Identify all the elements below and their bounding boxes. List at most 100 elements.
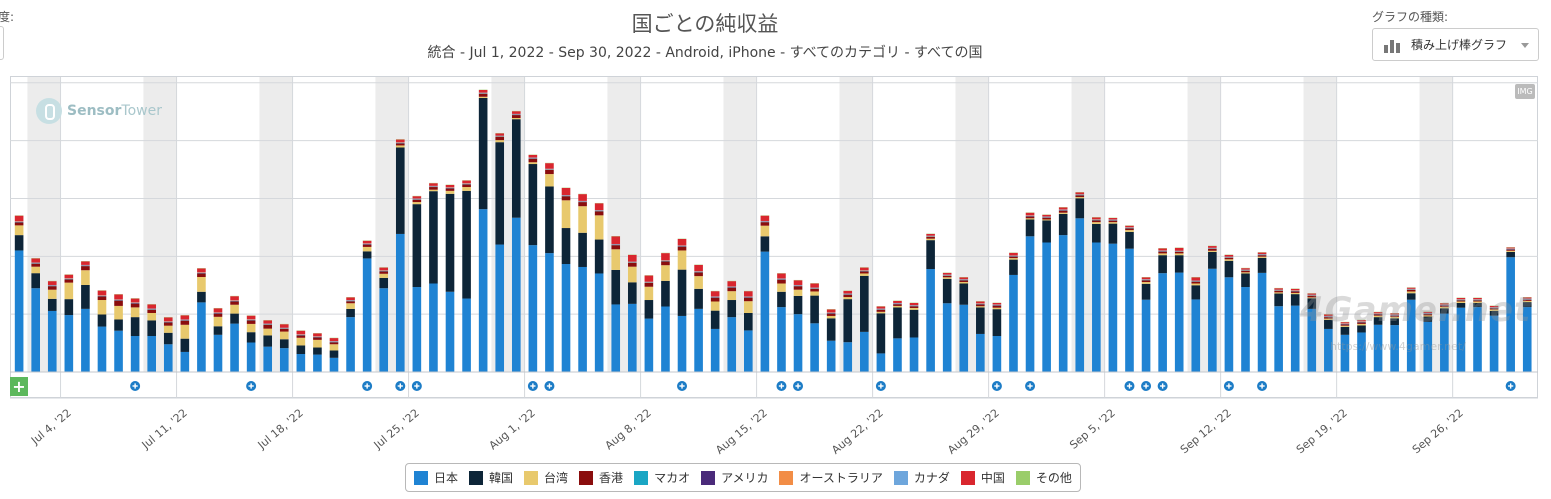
bar-segment xyxy=(213,308,223,313)
bar-segment xyxy=(1257,252,1267,254)
bar-segment xyxy=(180,320,190,325)
bar-segment xyxy=(379,277,389,289)
bar-segment xyxy=(1373,314,1383,316)
bar-segment xyxy=(1307,298,1317,309)
bar-segment xyxy=(47,281,57,285)
bar-segment xyxy=(495,244,505,372)
bar-segment xyxy=(511,115,521,119)
bar-segment xyxy=(246,320,256,324)
bar-segment xyxy=(744,313,753,331)
bar-segment xyxy=(1042,219,1051,221)
legend-item[interactable]: 韓国 xyxy=(469,469,513,486)
legend-item[interactable]: オーストラリア xyxy=(779,469,883,486)
bar-segment xyxy=(180,315,190,320)
bar-segment xyxy=(594,273,604,372)
bar-segment xyxy=(362,258,372,372)
left-control-select[interactable] xyxy=(0,26,4,60)
bar-segment xyxy=(263,346,273,372)
legend-item[interactable]: アメリカ xyxy=(701,469,768,486)
legend-item[interactable]: 中国 xyxy=(960,469,1005,486)
bar-segment xyxy=(429,187,438,190)
bar-segment xyxy=(710,301,720,311)
bar-segment xyxy=(909,337,919,372)
bar-segment xyxy=(1440,305,1449,307)
bar-segment xyxy=(495,142,505,245)
bar-segment xyxy=(313,337,322,340)
legend-item[interactable]: 台湾 xyxy=(524,469,568,486)
bar-segment xyxy=(1307,295,1317,298)
bar-segment xyxy=(578,194,587,201)
legend-label: 日本 xyxy=(434,471,459,485)
bar-segment xyxy=(727,291,737,301)
bar-segment xyxy=(429,183,438,186)
image-export-button[interactable]: IMG xyxy=(1515,84,1535,99)
bar-segment xyxy=(379,273,389,278)
bar-segment xyxy=(1456,302,1466,308)
bar-segment xyxy=(1324,317,1333,319)
chart-type-label: グラフの種類: xyxy=(1372,10,1449,24)
bar-segment xyxy=(810,323,819,372)
bar-segment xyxy=(1241,270,1250,273)
bar-segment xyxy=(1257,257,1267,273)
bar-segment xyxy=(644,286,654,301)
legend-item[interactable]: マカオ xyxy=(634,469,690,486)
bar-segment xyxy=(959,277,969,280)
bar-segment xyxy=(677,246,687,251)
bar-segment xyxy=(1290,305,1300,372)
bar-segment xyxy=(346,317,355,372)
bar-segment xyxy=(926,269,935,372)
legend-item[interactable]: カナダ xyxy=(893,469,950,486)
add-event-button[interactable]: + xyxy=(10,377,28,396)
bar-segment xyxy=(329,338,339,342)
bar-segment xyxy=(1092,223,1101,243)
chart-subtitle: 統合 - Jul 1, 2022 - Sep 30, 2022 - Androi… xyxy=(427,45,983,61)
bar-segment xyxy=(1324,314,1333,316)
bar-segment xyxy=(1406,291,1416,294)
bar-segment xyxy=(1075,198,1085,219)
bar-segment xyxy=(644,282,654,287)
bar-segment xyxy=(826,340,836,372)
bar-segment xyxy=(1440,313,1449,372)
bar-segment xyxy=(677,315,687,372)
legend-item[interactable]: 日本 xyxy=(414,469,458,486)
bar-segment xyxy=(313,354,322,372)
bar-segment xyxy=(1141,299,1151,372)
bar-segment xyxy=(462,190,471,299)
bar-segment xyxy=(1108,243,1118,372)
bar-segment xyxy=(114,319,123,331)
bar-segment xyxy=(876,309,886,312)
chart-type-select[interactable]: 積み上げ棒グラフ xyxy=(1372,28,1539,61)
bar-segment xyxy=(412,204,422,288)
bar-segment xyxy=(147,304,157,309)
bar-segment xyxy=(246,342,256,372)
bar-segment xyxy=(545,163,554,169)
legend-item[interactable]: 香港 xyxy=(579,469,623,486)
legend-swatch xyxy=(779,470,794,485)
bar-segment xyxy=(777,279,786,284)
bar-segment xyxy=(395,143,405,146)
bar-segment xyxy=(230,296,239,301)
bar-segment xyxy=(594,215,604,240)
bar-segment xyxy=(1307,297,1317,299)
bar-segment xyxy=(976,333,985,372)
bar-segment xyxy=(992,305,1002,308)
bar-segment xyxy=(777,283,786,292)
bar-segment xyxy=(909,302,919,306)
bar-segment xyxy=(627,254,637,262)
bar-segment xyxy=(1025,216,1035,219)
bar-segment xyxy=(511,217,521,372)
bar-segment xyxy=(528,154,538,158)
bar-segment xyxy=(1075,218,1085,372)
bar-segment xyxy=(1108,220,1118,223)
bar-segment xyxy=(1257,255,1267,257)
bar-segment xyxy=(1174,255,1184,273)
bar-segment xyxy=(1125,225,1134,228)
bar-segment xyxy=(1208,250,1217,252)
bar-segment xyxy=(1092,242,1101,372)
bar-segment xyxy=(64,299,74,316)
bar-segment xyxy=(1042,242,1051,372)
bar-segment xyxy=(1108,223,1118,244)
bar-segment xyxy=(661,253,670,261)
bar-segment xyxy=(1423,315,1433,317)
legend-item[interactable]: その他 xyxy=(1015,469,1072,486)
